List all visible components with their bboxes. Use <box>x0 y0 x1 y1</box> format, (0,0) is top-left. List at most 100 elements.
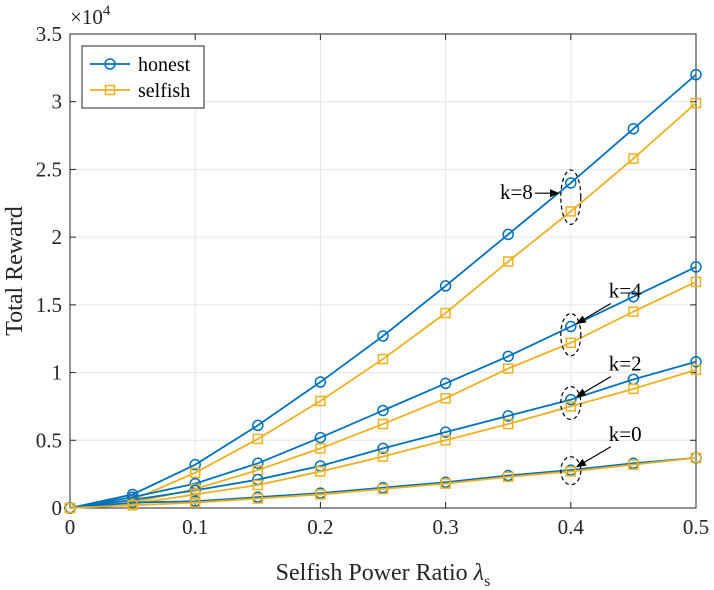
x-tick-label: 0.1 <box>182 515 208 539</box>
x-tick-label: 0 <box>65 515 76 539</box>
data-point-selfish <box>440 435 451 446</box>
annotation-label: k=4 <box>609 279 642 303</box>
plot-frame <box>69 33 697 509</box>
data-point-selfish <box>440 478 451 489</box>
data-point-honest <box>565 177 577 189</box>
data-point-selfish <box>502 471 514 483</box>
data-point-honest <box>690 355 702 368</box>
data-point-honest <box>377 330 389 342</box>
data-point-selfish <box>690 97 702 109</box>
series-line <box>69 73 697 509</box>
data-point-selfish <box>440 307 451 319</box>
series-k8-honest <box>64 68 702 514</box>
data-point-selfish <box>377 418 389 430</box>
annotation-label: k=2 <box>609 352 642 376</box>
data-point-selfish <box>315 443 326 454</box>
data-point-selfish <box>377 483 389 495</box>
series-line <box>69 456 697 509</box>
series-line <box>69 456 697 509</box>
data-point-honest <box>502 410 514 422</box>
data-point-selfish <box>690 364 702 376</box>
data-point-selfish <box>502 256 514 267</box>
data-point-honest <box>690 68 702 81</box>
annotation-k2: k=2 <box>560 352 642 421</box>
data-point-selfish <box>565 466 577 477</box>
data-point-honest <box>377 442 389 455</box>
annotation-arrow <box>575 303 612 325</box>
data-point-selfish <box>628 306 639 317</box>
y-tick-label: 3.5 <box>36 22 62 46</box>
annotation-ellipse <box>560 386 582 421</box>
data-point-selfish <box>502 418 514 430</box>
series-line <box>69 360 697 509</box>
annotation-ellipse <box>560 169 582 226</box>
annotation-arrow <box>575 376 612 398</box>
data-point-honest <box>252 419 264 432</box>
data-point-selfish <box>315 489 326 500</box>
data-point-selfish <box>690 452 702 464</box>
series-line <box>69 266 697 509</box>
y-tick-label: 3 <box>52 90 63 114</box>
series-line <box>69 369 697 509</box>
legend-item-honest: honest <box>90 54 191 76</box>
data-point-selfish <box>565 206 577 217</box>
x-axis-label: Selfish Power Ratio λs <box>276 560 491 590</box>
annotations: k=8 k=4 k=2 k=0 <box>500 169 642 486</box>
data-point-selfish <box>377 451 389 462</box>
data-point-selfish <box>565 337 577 349</box>
data-point-honest <box>627 123 640 135</box>
data-point-honest <box>565 393 577 406</box>
data-point-selfish <box>502 363 514 374</box>
data-point-selfish <box>127 500 138 511</box>
x-tick-label: 0.3 <box>432 515 458 539</box>
data-point-selfish <box>64 502 76 514</box>
x-tick-label: 0.2 <box>307 515 333 539</box>
series-layer <box>64 68 702 514</box>
data-point-honest <box>252 457 264 470</box>
data-point-selfish <box>189 497 201 508</box>
series-k8-selfish <box>64 97 702 514</box>
data-point-honest <box>314 376 327 388</box>
annotation-k4: k=4 <box>560 279 642 357</box>
data-point-selfish <box>315 466 326 477</box>
annotation-k8: k=8 <box>500 169 582 226</box>
x-tick-label: 0.4 <box>558 515 585 539</box>
legend-label: honest <box>138 54 191 76</box>
axis-labels: Selfish Power Ratio λs Total Reward <box>2 206 490 590</box>
data-point-honest <box>439 280 452 292</box>
legend: honest selfish <box>81 45 205 109</box>
y-axis-label: Total Reward <box>2 206 28 336</box>
series-line <box>69 102 697 509</box>
legend-marker <box>104 84 116 96</box>
data-point-honest <box>439 426 452 438</box>
data-point-selfish <box>440 393 451 404</box>
data-point-selfish <box>628 459 639 470</box>
series-k2-selfish <box>64 364 702 514</box>
data-point-honest <box>189 458 201 471</box>
data-point-selfish <box>628 153 639 164</box>
y-tick-label: 2 <box>52 225 63 249</box>
data-point-selfish <box>189 467 201 479</box>
x-axis-subscript: s <box>484 573 490 590</box>
data-point-honest <box>439 377 452 390</box>
y-tick-label: 0 <box>52 496 63 520</box>
legend-box <box>81 45 205 109</box>
legend-label: selfish <box>138 80 190 102</box>
data-point-selfish <box>252 433 264 445</box>
data-point-selfish <box>315 395 326 407</box>
data-point-selfish <box>189 489 201 500</box>
data-point-honest <box>690 261 702 273</box>
data-point-selfish <box>628 383 639 395</box>
y-multiplier-exponent: 4 <box>103 3 111 19</box>
legend-marker <box>104 58 116 70</box>
legend-item-selfish: selfish <box>90 80 190 102</box>
annotation-arrow <box>575 446 612 468</box>
y-tick-label: 0.5 <box>36 428 62 452</box>
annotation-label: k=0 <box>609 422 642 446</box>
data-point-honest <box>502 228 514 241</box>
axes: 0 0.1 0.2 0.3 0.4 0.500.511.522.533.5×104 <box>36 3 709 539</box>
x-tick-label: 0.5 <box>683 515 709 539</box>
y-tick-label: 1 <box>52 361 63 385</box>
annotation-ellipse <box>560 312 582 357</box>
data-point-selfish <box>252 493 264 504</box>
